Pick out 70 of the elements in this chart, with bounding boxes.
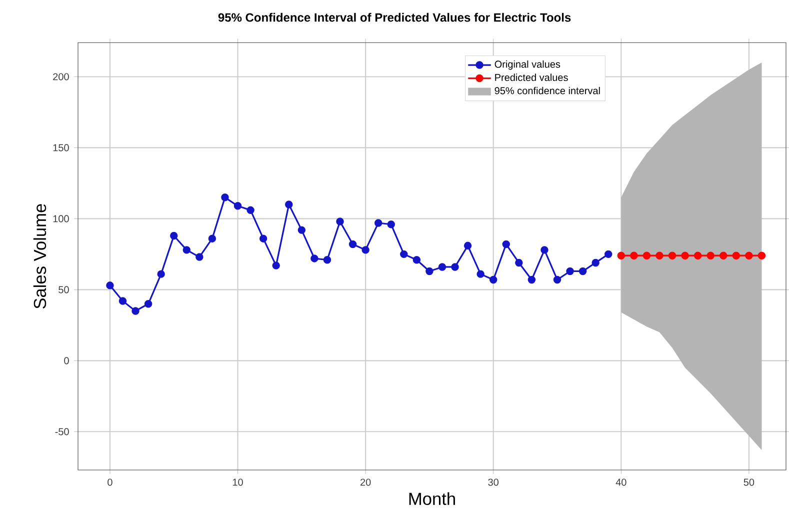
- point: [362, 246, 370, 254]
- point: [694, 252, 702, 260]
- point: [515, 258, 523, 267]
- point: [208, 234, 216, 242]
- point: [720, 252, 728, 260]
- point: [438, 263, 446, 271]
- point: [758, 252, 766, 260]
- point: [132, 307, 140, 315]
- x-tick-label: 40: [616, 478, 626, 486]
- x-tick-label: 30: [488, 478, 499, 486]
- point: [476, 270, 484, 278]
- point: [246, 206, 254, 214]
- point: [553, 276, 562, 284]
- point: [170, 232, 178, 240]
- point: [451, 263, 459, 271]
- y-tick-label: 100: [53, 215, 69, 222]
- y-tick-label: 150: [53, 144, 69, 152]
- point: [540, 246, 548, 254]
- point: [617, 252, 626, 260]
- x-axis-title: Month: [409, 492, 455, 505]
- legend-label: Original values: [494, 60, 560, 70]
- point: [144, 300, 152, 308]
- point: [310, 254, 318, 262]
- point: [732, 252, 740, 260]
- point: [528, 276, 536, 284]
- point: [412, 256, 421, 264]
- point: [259, 234, 268, 242]
- point: [566, 267, 574, 276]
- point: [578, 267, 587, 276]
- point: [234, 202, 242, 210]
- point: [196, 253, 204, 261]
- point: [464, 242, 472, 250]
- point: [182, 246, 191, 254]
- point: [118, 297, 127, 305]
- y-tick-label: -50: [55, 428, 69, 436]
- point: [157, 270, 165, 278]
- point: [323, 256, 332, 264]
- chart-title: 95% Confidence Interval of Predicted Values for Electric Tools: [218, 12, 571, 22]
- point: [285, 200, 293, 208]
- y-tick-label: 0: [64, 357, 69, 364]
- x-tick-label: 0: [108, 478, 112, 486]
- point: [400, 250, 408, 258]
- point: [668, 252, 676, 260]
- point: [656, 252, 664, 260]
- annotation: 95% confidence interval: [494, 86, 600, 94]
- x-tick-label: 10: [232, 478, 243, 486]
- point: [630, 252, 638, 260]
- point: [745, 252, 753, 260]
- legend-label: Predicted values: [495, 74, 568, 82]
- point: [387, 220, 395, 228]
- y-axis-title: Sales Volume: [33, 204, 46, 309]
- point: [336, 218, 344, 226]
- point: [706, 252, 714, 260]
- point: [374, 219, 382, 227]
- x-tick-label: 50: [744, 478, 754, 486]
- point: [681, 252, 689, 260]
- point: [272, 262, 280, 270]
- point: [426, 267, 434, 276]
- point: [489, 276, 498, 284]
- point: [298, 226, 306, 234]
- point: [604, 250, 612, 258]
- x-tick-label: 20: [360, 478, 371, 486]
- point: [348, 240, 357, 248]
- point: [106, 282, 114, 290]
- y-tick-label: 50: [58, 286, 69, 294]
- point: [221, 194, 229, 202]
- point: [592, 258, 600, 267]
- y-tick-label: 200: [53, 73, 69, 80]
- point: [502, 240, 510, 248]
- point: [642, 252, 651, 260]
